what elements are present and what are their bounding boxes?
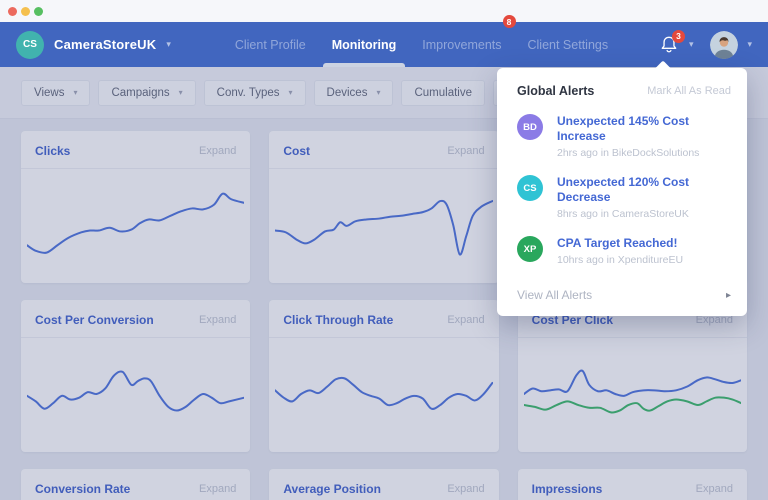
expand-link[interactable]: Expand <box>199 483 237 495</box>
views-dropdown[interactable]: Views ▾ <box>21 79 91 106</box>
client-name: CameraStoreUK <box>54 37 157 52</box>
alert-account-avatar: BD <box>517 114 543 140</box>
tab-client-settings[interactable]: Client Settings <box>527 37 609 52</box>
expand-link[interactable]: Expand <box>447 145 485 157</box>
conv-types-dropdown-label: Conv. Types <box>216 86 280 99</box>
alert-title: Unexpected 145% Cost Increase <box>557 114 690 143</box>
close-window-button[interactable] <box>8 6 17 16</box>
card-cost: Cost Expand <box>269 131 499 283</box>
top-navbar: CS CameraStoreUK ▾ Client Profile Monito… <box>0 15 768 67</box>
alert-meta: 10hrs ago in XpenditureEU <box>557 254 684 266</box>
alert-item[interactable]: XP CPA Target Reached! 10hrs ago in Xpen… <box>517 236 731 266</box>
alert-title: CPA Target Reached! <box>557 236 678 250</box>
card-cost-per-conversion: Cost Per Conversion Expand <box>21 300 251 452</box>
cost-line-chart <box>275 179 492 271</box>
user-avatar-photo <box>710 30 739 59</box>
expand-link[interactable]: Expand <box>695 314 733 326</box>
alert-title: Unexpected 120% Cost Decrease <box>557 175 690 204</box>
card-title: Conversion Rate <box>35 482 131 496</box>
alert-account-avatar: CS <box>517 175 543 201</box>
card-average-position: Average Position Expand <box>269 469 499 500</box>
alerts-panel-title: Global Alerts <box>517 84 595 98</box>
chevron-down-icon: ▾ <box>376 88 381 97</box>
chevron-right-icon: ▸ <box>725 289 731 301</box>
card-cost-per-click: Cost Per Click Expand <box>517 300 747 452</box>
alert-account-avatar: XP <box>517 236 543 262</box>
cost-per-click-line-chart <box>524 348 741 440</box>
clicks-line-chart <box>27 179 244 271</box>
client-avatar: CS <box>16 30 44 59</box>
devices-dropdown[interactable]: Devices ▾ <box>313 79 394 106</box>
filter-toolbar: Views ▾ Campaigns ▾ Conv. Types ▾ Device… <box>0 67 768 119</box>
card-conversion-rate: Conversion Rate Expand <box>21 469 251 500</box>
chevron-down-icon: ▾ <box>288 88 293 97</box>
navbar-right-controls: 3 ▾ ▾ <box>658 29 752 59</box>
chevron-down-icon[interactable]: ▾ <box>688 39 694 49</box>
card-title: Cost Per Click <box>531 313 614 327</box>
client-switcher[interactable]: CS CameraStoreUK ▾ <box>16 30 171 59</box>
tab-improvements-label: Improvements <box>422 37 502 52</box>
card-title: Average Position <box>283 482 381 496</box>
window-titlebar <box>0 0 768 22</box>
mark-all-as-read-link[interactable]: Mark All As Read <box>647 85 731 97</box>
bell-icon <box>661 36 677 52</box>
alert-meta: 2hrs ago in BikeDockSolutions <box>557 147 700 159</box>
chevron-down-icon[interactable]: ▾ <box>747 39 752 49</box>
cumulative-mode-button[interactable]: Cumulative <box>401 79 485 106</box>
expand-link[interactable]: Expand <box>447 483 485 495</box>
zoom-window-button[interactable] <box>34 6 43 16</box>
campaigns-dropdown-label: Campaigns <box>111 86 170 99</box>
notifications-count-badge: 3 <box>671 29 685 43</box>
expand-link[interactable]: Expand <box>199 145 237 157</box>
global-alerts-dropdown: Global Alerts Mark All As Read BD Unexpe… <box>497 68 747 316</box>
card-title: Clicks <box>35 144 71 158</box>
campaigns-dropdown[interactable]: Campaigns ▾ <box>98 79 196 106</box>
alert-text: Unexpected 120% Cost Decrease 8hrs ago i… <box>557 175 731 220</box>
alert-text: CPA Target Reached! 10hrs ago in Xpendit… <box>557 236 683 266</box>
chevron-down-icon: ▾ <box>178 88 183 97</box>
cost-per-conversion-line-chart <box>27 348 244 440</box>
card-title: Impressions <box>531 482 603 496</box>
alert-meta: 8hrs ago in CameraStoreUK <box>557 208 689 220</box>
improvements-count-badge: 8 <box>502 15 516 28</box>
devices-dropdown-label: Devices <box>326 86 368 99</box>
views-dropdown-label: Views <box>34 86 65 99</box>
card-impressions: Impressions Expand <box>517 469 747 500</box>
expand-link[interactable]: Expand <box>447 314 485 326</box>
user-menu-button[interactable] <box>710 30 739 59</box>
main-nav-tabs: Client Profile Monitoring Improvements 8… <box>234 15 609 67</box>
expand-link[interactable]: Expand <box>199 314 237 326</box>
view-all-alerts-link[interactable]: View All Alerts <box>517 288 593 302</box>
minimize-window-button[interactable] <box>21 6 30 16</box>
card-click-through-rate: Click Through Rate Expand <box>269 300 499 452</box>
alert-text: Unexpected 145% Cost Increase 2hrs ago i… <box>557 114 731 159</box>
card-title: Click Through Rate <box>283 313 394 327</box>
card-title: Cost <box>283 144 310 158</box>
tab-monitoring[interactable]: Monitoring <box>322 22 405 67</box>
alert-item[interactable]: BD Unexpected 145% Cost Increase 2hrs ag… <box>517 114 731 159</box>
card-title: Cost Per Conversion <box>35 313 154 327</box>
alert-item[interactable]: CS Unexpected 120% Cost Decrease 8hrs ag… <box>517 175 731 220</box>
notifications-button[interactable]: 3 <box>658 29 685 56</box>
card-clicks: Clicks Expand <box>21 131 251 283</box>
tab-client-profile[interactable]: Client Profile <box>234 37 306 52</box>
tab-improvements[interactable]: Improvements 8 <box>422 15 516 67</box>
click-through-rate-line-chart <box>275 348 492 440</box>
expand-link[interactable]: Expand <box>695 483 733 495</box>
conv-types-dropdown[interactable]: Conv. Types ▾ <box>203 79 306 106</box>
chevron-down-icon: ▾ <box>166 39 171 49</box>
chevron-down-icon: ▾ <box>73 88 78 97</box>
